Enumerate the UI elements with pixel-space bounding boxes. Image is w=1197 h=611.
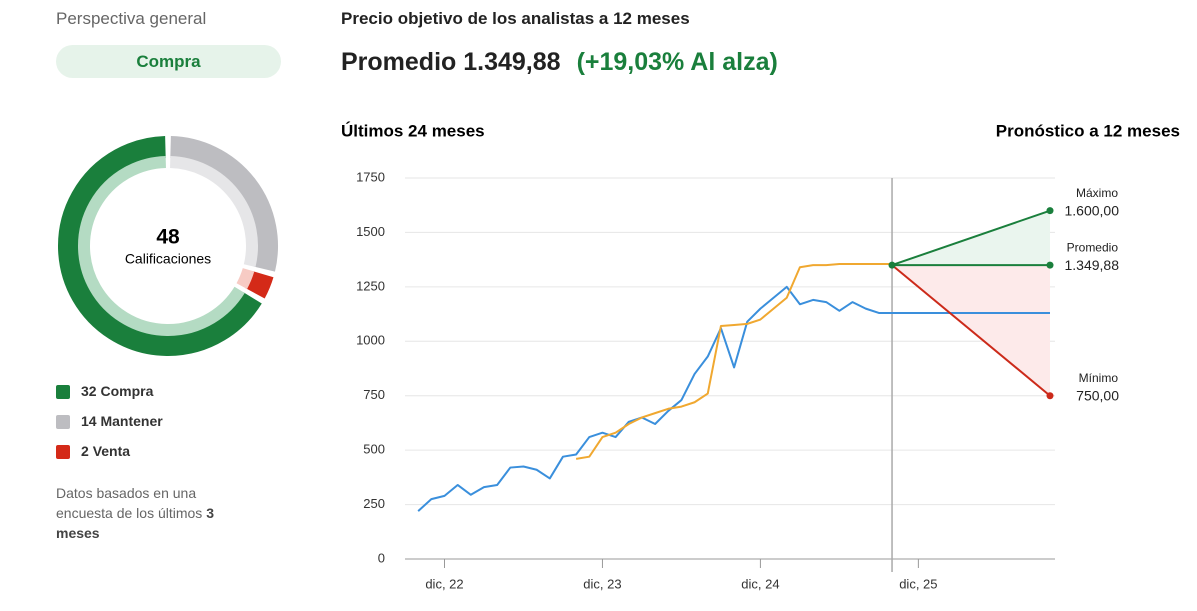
legend-entry: 2 Venta: [81, 443, 130, 459]
donut-inner-segment: [169, 156, 258, 268]
legend-entry: 32 Compra: [81, 383, 154, 399]
y-tick-label: 1250: [356, 278, 385, 293]
donut-total: 48: [156, 226, 180, 249]
forecast-start: [888, 261, 896, 269]
forecast-line: [891, 264, 1051, 397]
target-value: 750,00: [1076, 387, 1119, 403]
donut-inner-segment: [236, 268, 255, 289]
legend-count: 2: [81, 443, 89, 459]
target-value: 1.349,88: [1065, 257, 1120, 273]
legend-swatch: [56, 415, 70, 429]
donut-segment: [245, 270, 274, 299]
note-bold: 3 meses: [56, 505, 214, 541]
donut-segment: [170, 136, 278, 272]
forecast-dot: [1046, 207, 1054, 215]
y-tick-label: 750: [363, 387, 385, 402]
legend-count: 14: [81, 413, 97, 429]
legend-name: Venta: [93, 443, 131, 459]
x-tick-label: dic, 25: [899, 576, 937, 591]
target-value: 1.600,00: [1065, 202, 1120, 218]
y-tick-label: 1000: [356, 333, 385, 348]
forecast-line: [891, 209, 1051, 267]
x-tick-label: dic, 22: [425, 576, 463, 591]
header-title: Precio objetivo de los analistas a 12 me…: [341, 9, 690, 28]
series-line: [575, 262, 893, 460]
change: (+19,03% Al alza): [576, 48, 778, 76]
y-tick-label: 250: [363, 496, 385, 511]
y-tick-label: 1500: [356, 224, 385, 239]
x-tick-label: dic, 24: [741, 576, 779, 591]
target-name: Mínimo: [1079, 371, 1119, 385]
donut-segment: [58, 136, 262, 356]
legend-swatch: [56, 385, 70, 399]
target-name: Promedio: [1067, 240, 1119, 254]
y-tick-label: 1750: [356, 169, 385, 184]
left-label: Últimos 24 meses: [341, 121, 485, 140]
donut-label: Calificaciones: [125, 251, 211, 267]
note: Datos basados en una encuesta de los últ…: [56, 483, 256, 543]
legend-entry: 14 Mantener: [81, 413, 163, 429]
legend-name: Mantener: [100, 413, 163, 429]
y-tick-label: 0: [378, 550, 385, 565]
forecast-dot: [1046, 392, 1054, 400]
target-name: Máximo: [1076, 186, 1118, 200]
series-line: [417, 285, 1050, 512]
y-tick-label: 500: [363, 442, 385, 457]
average: Promedio 1.349,88: [341, 48, 561, 76]
x-tick-label: dic, 23: [583, 576, 621, 591]
overview-title: Perspectiva general: [56, 9, 207, 28]
legend-name: Compra: [100, 383, 153, 399]
rating-badge: Compra: [56, 45, 281, 78]
forecast-dot: [1046, 261, 1054, 269]
donut-inner-segment: [78, 156, 245, 336]
note-text: Datos basados en una encuesta de los últ…: [56, 485, 207, 521]
right-label: Pronóstico a 12 meses: [996, 121, 1180, 140]
header-average: Promedio 1.349,88 (+19,03% Al alza): [341, 48, 778, 77]
legend-swatch: [56, 445, 70, 459]
legend-count: 32: [81, 383, 97, 399]
